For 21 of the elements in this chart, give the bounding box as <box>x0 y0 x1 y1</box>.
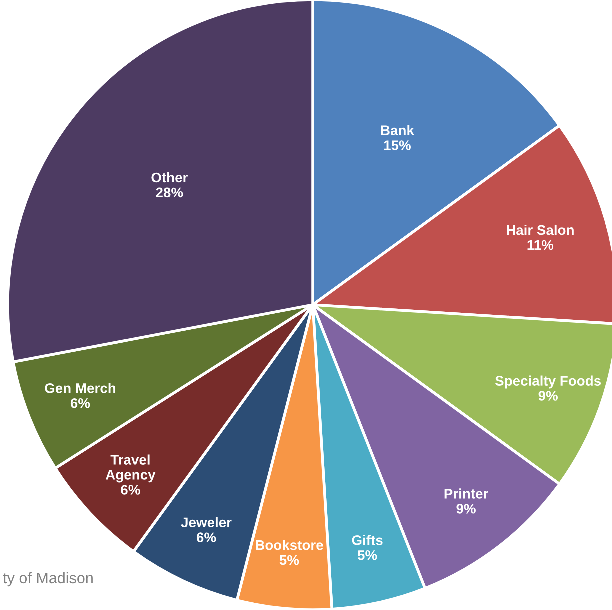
slice-label: Specialty Foods <box>495 376 602 389</box>
slice-label: Printer <box>444 488 488 499</box>
data-label: 6% <box>121 485 140 495</box>
data-label: 9% <box>538 391 558 401</box>
slice-label: Hair Salon <box>507 224 574 236</box>
text: ty of Madison <box>3 572 93 587</box>
data-label: 28% <box>156 188 184 198</box>
data-label: 11% <box>528 240 554 250</box>
slice-label: Jeweler <box>181 517 232 528</box>
slice-label: Travel Agency <box>106 454 156 483</box>
data-label: 6% <box>70 398 90 408</box>
data-label: 15% <box>384 140 411 150</box>
data-label: 5% <box>358 550 378 560</box>
slice-label: Gifts <box>352 535 383 546</box>
slice-label: Bank <box>381 125 414 136</box>
slice-label: Gen Merch <box>45 383 116 394</box>
data-label: 6% <box>196 532 216 543</box>
data-label: 5% <box>280 555 300 566</box>
slice-label: Other <box>152 172 188 183</box>
slice-label: Bookstore <box>256 540 324 550</box>
data-label: 9% <box>456 504 476 514</box>
